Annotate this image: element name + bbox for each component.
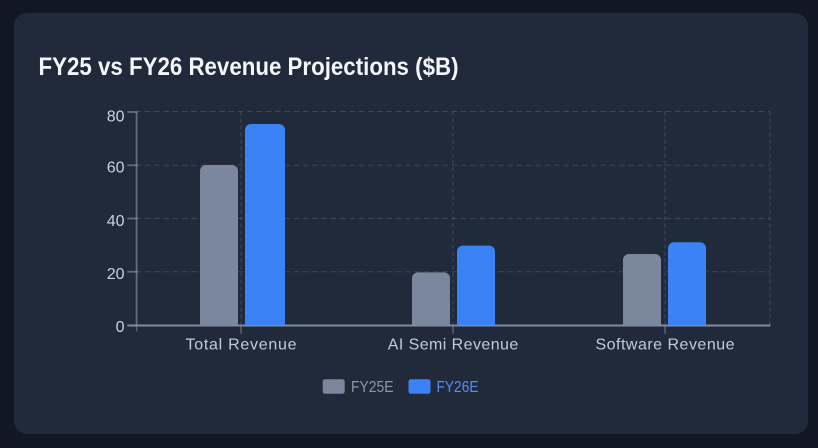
svg-text:Software Revenue: Software Revenue	[596, 337, 735, 354]
svg-text:FY26E: FY26E	[437, 379, 479, 396]
svg-text:80: 80	[107, 109, 125, 126]
svg-text:0: 0	[116, 319, 125, 336]
svg-text:FY25 vs FY26 Revenue Projectio: FY25 vs FY26 Revenue Projections ($B)	[39, 53, 459, 81]
svg-text:FY25E: FY25E	[351, 379, 394, 396]
svg-text:60: 60	[107, 160, 125, 177]
svg-text:Total Revenue: Total Revenue	[186, 337, 297, 354]
svg-text:AI Semi Revenue: AI Semi Revenue	[388, 337, 519, 354]
svg-text:40: 40	[107, 213, 125, 230]
svg-text:20: 20	[107, 266, 125, 283]
